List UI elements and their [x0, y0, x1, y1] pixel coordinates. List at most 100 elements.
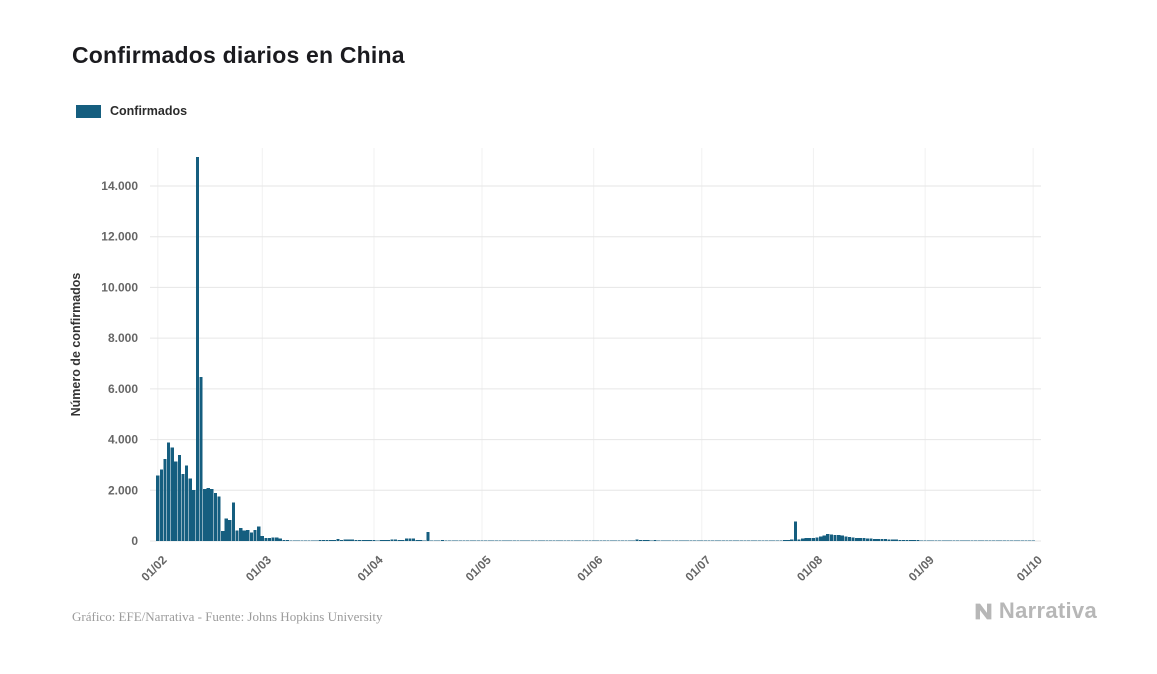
bar[interactable] [779, 540, 783, 541]
bar[interactable] [858, 538, 862, 541]
bar[interactable] [264, 537, 268, 541]
bar[interactable] [361, 539, 365, 541]
bar[interactable] [397, 539, 401, 541]
bar[interactable] [865, 538, 870, 541]
bar[interactable] [674, 540, 679, 542]
bar[interactable] [710, 540, 715, 542]
bar[interactable] [469, 540, 473, 542]
bar[interactable] [606, 540, 610, 542]
bar[interactable] [159, 469, 164, 541]
bar[interactable] [588, 540, 592, 542]
bar[interactable] [581, 540, 585, 542]
bar[interactable] [790, 539, 794, 541]
bar[interactable] [321, 540, 326, 541]
bar[interactable] [981, 540, 985, 542]
bar[interactable] [930, 540, 934, 541]
bar[interactable] [199, 377, 203, 541]
bar[interactable] [156, 475, 160, 541]
bar[interactable] [898, 539, 902, 541]
bar[interactable] [548, 540, 553, 542]
bar[interactable] [862, 538, 866, 541]
bar[interactable] [1017, 540, 1021, 541]
bar[interactable] [368, 540, 372, 541]
bar[interactable] [808, 537, 812, 541]
bar[interactable] [743, 540, 747, 542]
bar[interactable] [512, 540, 517, 541]
bar[interactable] [671, 540, 675, 542]
bar[interactable] [401, 539, 405, 541]
bar[interactable] [617, 540, 621, 542]
bar[interactable] [163, 458, 167, 541]
bar[interactable] [714, 540, 718, 542]
bar[interactable] [844, 536, 848, 541]
bar[interactable] [260, 535, 264, 541]
bar[interactable] [685, 540, 689, 541]
bar[interactable] [826, 533, 830, 541]
bar[interactable] [350, 539, 354, 541]
bar[interactable] [203, 488, 207, 541]
bar[interactable] [883, 539, 888, 541]
bar[interactable] [822, 535, 826, 541]
bar[interactable] [174, 461, 178, 541]
bar[interactable] [973, 540, 978, 541]
bar[interactable] [217, 496, 221, 541]
bar[interactable] [916, 540, 920, 541]
bar[interactable] [332, 540, 336, 541]
bar[interactable] [300, 540, 304, 542]
bar[interactable] [718, 540, 722, 542]
bar[interactable] [919, 540, 924, 541]
bar[interactable] [970, 540, 974, 541]
bar[interactable] [429, 540, 434, 541]
bar[interactable] [728, 540, 733, 542]
bar[interactable] [761, 540, 765, 541]
bar[interactable] [945, 540, 949, 542]
bar[interactable] [642, 539, 646, 541]
bar[interactable] [221, 530, 225, 541]
bar[interactable] [1009, 540, 1014, 541]
bar[interactable] [739, 540, 744, 542]
bar[interactable] [329, 539, 333, 541]
bar[interactable] [909, 540, 913, 541]
bar[interactable] [653, 540, 657, 541]
bar[interactable] [664, 540, 668, 542]
bar[interactable] [783, 540, 787, 541]
bar[interactable] [289, 540, 293, 541]
legend-item-confirmados[interactable]: Confirmados [76, 104, 187, 118]
bar[interactable] [757, 540, 762, 541]
bar[interactable] [516, 540, 520, 542]
bar[interactable] [559, 540, 563, 542]
bar[interactable] [336, 539, 340, 541]
bar[interactable] [411, 538, 416, 541]
bar[interactable] [887, 539, 891, 541]
bar[interactable] [624, 540, 628, 542]
bar[interactable] [444, 540, 448, 542]
bar[interactable] [494, 540, 499, 542]
bar[interactable] [732, 540, 736, 542]
bar[interactable] [696, 540, 700, 542]
bar[interactable] [1024, 540, 1028, 541]
bar[interactable] [959, 540, 963, 541]
bar[interactable] [793, 521, 798, 541]
bar[interactable] [563, 540, 567, 542]
bar[interactable] [451, 540, 455, 542]
bar[interactable] [937, 540, 942, 542]
bar[interactable] [487, 540, 491, 542]
bar[interactable] [855, 537, 859, 541]
bar[interactable] [235, 530, 239, 541]
bar[interactable] [419, 539, 423, 541]
bar[interactable] [948, 540, 952, 542]
bar[interactable] [375, 540, 380, 542]
bar[interactable] [833, 534, 837, 541]
bar[interactable] [303, 540, 308, 541]
bar[interactable] [905, 540, 909, 541]
bar[interactable] [372, 540, 376, 541]
bar[interactable] [649, 540, 653, 541]
bar[interactable] [1020, 540, 1025, 541]
bar[interactable] [311, 540, 315, 541]
bar[interactable] [433, 540, 437, 542]
bar[interactable] [188, 478, 192, 541]
bar[interactable] [873, 538, 877, 541]
bar[interactable] [999, 540, 1003, 542]
bar[interactable] [502, 540, 506, 542]
bar[interactable] [426, 532, 430, 541]
